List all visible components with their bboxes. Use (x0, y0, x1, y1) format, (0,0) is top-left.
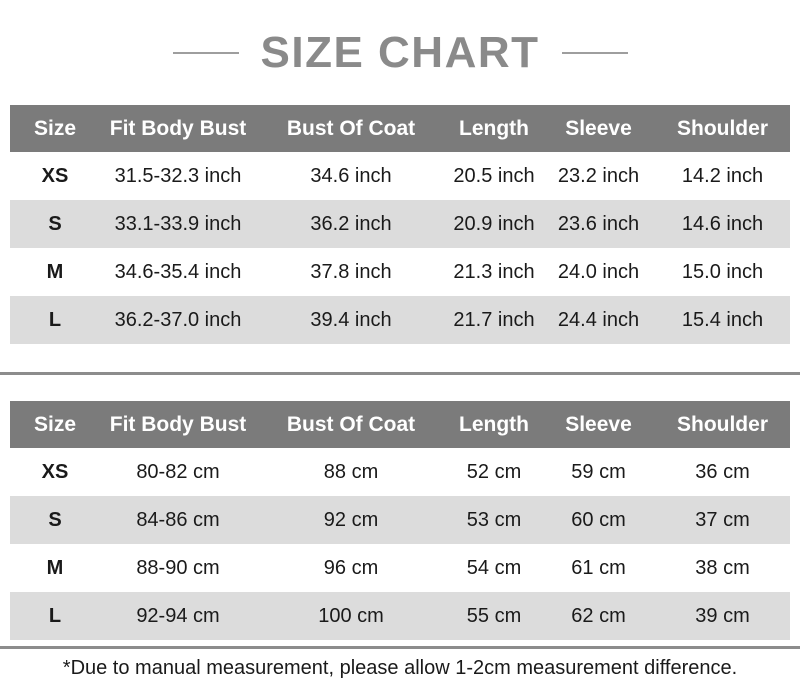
table-row: XS 31.5-32.3 inch 34.6 inch 20.5 inch 23.2 i… (10, 152, 790, 200)
value-cell: 23.6 inch (557, 212, 640, 235)
column-header: Size (10, 401, 100, 448)
size-cell: XS (41, 164, 69, 187)
value-cell: 38 cm (695, 556, 750, 579)
table-row: M 88-90 cm 96 cm 54 cm 61 cm 38 cm (10, 544, 790, 592)
value-cell: 33.1-33.9 inch (114, 212, 242, 235)
value-cell: 37.8 inch (310, 260, 392, 283)
size-cell: L (48, 604, 62, 627)
table-row: S 84-86 cm 92 cm 53 cm 60 cm 37 cm (10, 496, 790, 544)
column-header: Sleeve (542, 105, 655, 152)
title-decoration-line-left (172, 52, 239, 54)
value-cell: 31.5-32.3 inch (114, 164, 242, 187)
value-cell: 61 cm (571, 556, 626, 579)
page-title: SIZE CHART (260, 28, 540, 77)
size-table-cm: Size Fit Body Bust Bust Of Coat Length Sleev… (10, 401, 790, 640)
value-cell: 54 cm (466, 556, 522, 579)
value-cell: 24.4 inch (557, 308, 640, 331)
value-cell: 80-82 cm (136, 460, 220, 483)
value-cell: 24.0 inch (557, 260, 640, 283)
value-cell: 23.2 inch (557, 164, 640, 187)
value-cell: 15.0 inch (681, 260, 764, 283)
value-cell: 52 cm (466, 460, 522, 483)
title-decoration-line-right (561, 52, 628, 54)
value-cell: 20.5 inch (453, 164, 535, 187)
value-cell: 36.2 inch (310, 212, 392, 235)
value-cell: 34.6-35.4 inch (114, 260, 242, 283)
title-row: SIZE CHART (172, 27, 628, 79)
size-cell: M (46, 556, 64, 579)
table-row: S 33.1-33.9 inch 36.2 inch 20.9 inch 23.6 in… (10, 200, 790, 248)
value-cell: 36 cm (695, 460, 750, 483)
value-cell: 34.6 inch (310, 164, 392, 187)
value-cell: 39 cm (695, 604, 750, 627)
value-cell: 92 cm (323, 508, 379, 531)
value-cell: 84-86 cm (136, 508, 220, 531)
size-cell: S (48, 508, 62, 531)
column-header: Bust Of Coat (256, 401, 446, 448)
table-row: L 92-94 cm 100 cm 55 cm 62 cm 39 cm (10, 592, 790, 640)
measurement-footnote: *Due to manual measurement, please allow… (62, 657, 738, 679)
header-row: Size Fit Body Bust Bust Of Coat Length Sleev… (10, 105, 790, 152)
column-header: Length (446, 105, 542, 152)
value-cell: 21.7 inch (453, 308, 535, 331)
column-header: Fit Body Bust (100, 401, 256, 448)
value-cell: 37 cm (695, 508, 750, 531)
column-header: Shoulder (655, 401, 790, 448)
value-cell: 21.3 inch (453, 260, 535, 283)
value-cell: 36.2-37.0 inch (114, 308, 242, 331)
value-cell: 55 cm (466, 604, 522, 627)
value-cell: 14.2 inch (681, 164, 764, 187)
value-cell: 92-94 cm (136, 604, 220, 627)
size-cell: XS (41, 460, 69, 483)
size-table-inch: Size Fit Body Bust Bust Of Coat Length Sleev… (10, 105, 790, 344)
value-cell: 60 cm (571, 508, 626, 531)
footer-divider (0, 646, 800, 649)
column-header: Fit Body Bust (100, 105, 256, 152)
column-header: Size (10, 105, 100, 152)
value-cell: 20.9 inch (453, 212, 535, 235)
value-cell: 96 cm (323, 556, 379, 579)
table-row: XS 80-82 cm 88 cm 52 cm 59 cm 36 cm (10, 448, 790, 496)
section-divider (0, 372, 800, 375)
size-cell: L (48, 308, 62, 331)
table-row: M 34.6-35.4 inch 37.8 inch 21.3 inch 24.0 in… (10, 248, 790, 296)
header-row: Size Fit Body Bust Bust Of Coat Length Sleev… (10, 401, 790, 448)
value-cell: 100 cm (318, 604, 384, 627)
size-cell: S (48, 212, 62, 235)
value-cell: 88-90 cm (136, 556, 220, 579)
size-cell: M (46, 260, 64, 283)
column-header: Bust Of Coat (256, 105, 446, 152)
column-header: Sleeve (542, 401, 655, 448)
value-cell: 14.6 inch (681, 212, 764, 235)
column-header: Shoulder (655, 105, 790, 152)
table-row: L 36.2-37.0 inch 39.4 inch 21.7 inch 24.4 in… (10, 296, 790, 344)
value-cell: 15.4 inch (681, 308, 764, 331)
value-cell: 62 cm (571, 604, 626, 627)
value-cell: 53 cm (466, 508, 522, 531)
column-header: Length (446, 401, 542, 448)
value-cell: 59 cm (571, 460, 626, 483)
value-cell: 39.4 inch (310, 308, 392, 331)
value-cell: 88 cm (323, 460, 379, 483)
